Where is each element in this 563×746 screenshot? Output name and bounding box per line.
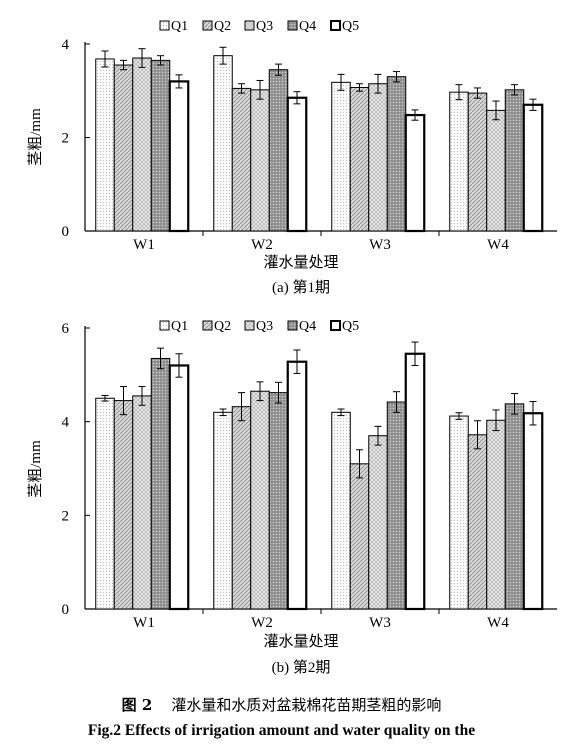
bar-q2 — [113, 64, 134, 232]
legend-label-q1: Q1 — [171, 19, 188, 34]
bar-q5 — [286, 360, 308, 611]
figure-caption-text: 灌水量和水质对盆栽棉花苗期茎粗的影响 — [171, 696, 442, 714]
legend-swatch-q2 — [202, 20, 213, 31]
x-tick-label: W2 — [251, 615, 273, 631]
y-axis-label: 茎粗/mm — [27, 440, 44, 498]
y-axis-label: 茎粗/mm — [27, 108, 44, 166]
legend-swatch-q5 — [330, 320, 341, 331]
bar-q4 — [268, 69, 289, 232]
bar-q4 — [386, 76, 407, 232]
y-tick-label: 6 — [62, 321, 70, 337]
y-tick-label: 0 — [62, 602, 70, 618]
figure-label: 图 2 — [121, 696, 153, 714]
bar-q5 — [168, 80, 190, 233]
y-tick-label: 2 — [62, 131, 70, 147]
legend-label-q3: Q3 — [256, 319, 273, 334]
legend-swatch-q2 — [202, 320, 213, 331]
bar-q5 — [404, 352, 426, 611]
bar-q3 — [486, 419, 506, 610]
bar-q5 — [522, 103, 544, 233]
bar-q1 — [213, 55, 233, 232]
bar-q4 — [386, 401, 407, 610]
bar-q3 — [368, 435, 388, 610]
bar-q5 — [522, 412, 544, 611]
legend-label-q3: Q3 — [256, 19, 273, 34]
legend-label-q4: Q4 — [299, 319, 316, 334]
bar-q3 — [486, 109, 506, 232]
x-tick-label: W2 — [251, 237, 273, 253]
y-tick-label: 0 — [62, 224, 70, 240]
x-axis-label: 灌水量处理 — [263, 633, 338, 650]
bar-q2 — [467, 434, 488, 610]
legend-swatch-q5 — [330, 20, 341, 31]
panel-caption: (a) 第1期 — [272, 278, 330, 296]
bar-q4 — [268, 392, 289, 610]
bar-q2 — [349, 86, 370, 232]
bar-q2 — [467, 92, 488, 232]
bar-q1 — [331, 81, 351, 232]
bar-q2 — [113, 400, 134, 610]
legend-swatch-q1 — [159, 320, 170, 331]
bar-q3 — [368, 83, 388, 232]
legend-label-q5: Q5 — [342, 319, 359, 334]
legend-label-q2: Q2 — [214, 319, 231, 334]
legend-swatch-q3 — [244, 20, 255, 31]
bar-q1 — [213, 411, 233, 610]
x-tick-label: W3 — [369, 615, 391, 631]
bar-q3 — [250, 89, 270, 232]
bar-q5 — [168, 364, 190, 611]
bar-q4 — [150, 357, 171, 610]
legend-label-q5: Q5 — [342, 19, 359, 34]
chart-panel-b: 0 2 4 6 茎粗/mm W1 W2 W3 W4 灌水量处理 (b) 第2期 Q1 Q2 Q3 Q4 Q5 — [0, 306, 563, 688]
chart-panel-a: 0 2 4 茎粗/mm W1 W2 W3 W4 灌水量处理 (a) 第1期 Q1 Q2 Q3 Q4 Q5 — [0, 0, 563, 305]
y-tick-label: 4 — [62, 37, 70, 53]
bar-q1 — [331, 411, 351, 610]
legend-label-q2: Q2 — [214, 19, 231, 34]
bar-q4 — [504, 89, 525, 232]
x-tick-label: W1 — [133, 615, 155, 631]
legend-swatch-q4 — [287, 20, 298, 31]
y-tick-label: 2 — [62, 508, 70, 524]
x-tick-label: W4 — [487, 237, 509, 253]
x-axis-label: 灌水量处理 — [263, 254, 338, 271]
legend-swatch-q1 — [159, 20, 170, 31]
bar-q4 — [150, 59, 171, 232]
bar-q1 — [95, 397, 115, 610]
x-tick-label: W4 — [487, 615, 509, 631]
bar-q3 — [250, 390, 270, 610]
panel-caption: (b) 第2期 — [272, 658, 331, 676]
x-tick-label: W1 — [133, 237, 155, 253]
legend-swatch-q4 — [287, 320, 298, 331]
bar-q1 — [449, 91, 469, 232]
bar-q2 — [349, 463, 370, 610]
figure-caption-english: Fig.2 Effects of irrigation amount and w… — [87, 722, 476, 739]
chart-svg: 0 2 4 茎粗/mm W1 W2 W3 W4 灌水量处理 (a) 第1期 Q1 Q2 Q3 Q4 Q5 — [27, 19, 557, 296]
figure-caption-chinese: 图 2 灌水量和水质对盆栽棉花苗期茎粗的影响 — [0, 694, 563, 715]
bar-q1 — [95, 58, 115, 232]
bar-q3 — [132, 57, 152, 232]
bar-q1 — [449, 415, 469, 610]
bar-q5 — [404, 113, 426, 233]
bar-q3 — [132, 395, 152, 610]
bar-q2 — [231, 406, 252, 610]
x-tick-label: W3 — [369, 237, 391, 253]
y-tick-label: 4 — [62, 415, 70, 431]
legend-swatch-q3 — [244, 320, 255, 331]
bar-q4 — [504, 403, 525, 610]
bar-q5 — [286, 96, 308, 233]
bar-q2 — [231, 87, 252, 232]
legend-label-q4: Q4 — [299, 19, 316, 34]
legend-label-q1: Q1 — [171, 319, 188, 334]
chart-svg: 0 2 4 6 茎粗/mm W1 W2 W3 W4 灌水量处理 (b) 第2期 Q1 Q2 Q3 Q4 Q5 — [27, 319, 557, 676]
